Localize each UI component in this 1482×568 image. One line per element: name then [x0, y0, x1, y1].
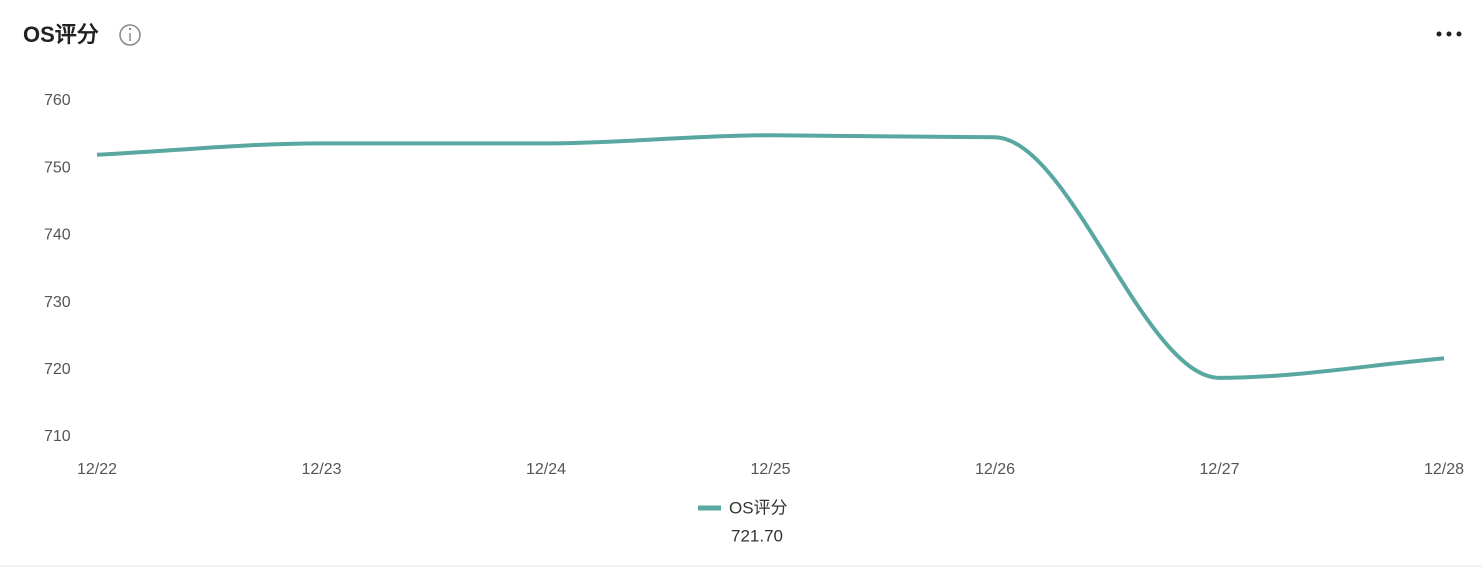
y-tick-label: 730 [44, 294, 71, 311]
y-tick-label: 750 [44, 159, 71, 176]
x-tick-label: 12/28 [1424, 461, 1464, 478]
y-tick-label: 710 [44, 428, 71, 445]
x-tick-label: 12/24 [526, 461, 566, 478]
x-tick-label: 12/26 [975, 461, 1015, 478]
legend-value: 721.70 [731, 526, 783, 545]
line [96, 133, 1445, 380]
y-tick-label: 760 [44, 92, 71, 109]
y-tick-label: 720 [44, 361, 71, 378]
y-tick-label: 740 [44, 227, 71, 244]
info-icon[interactable] [119, 24, 141, 46]
x-tick-label: 12/25 [750, 461, 790, 478]
x-tick-label: 12/23 [301, 461, 341, 478]
legend-label: OS评分 [729, 498, 788, 517]
chart-title: OS评分 [23, 22, 99, 47]
x-tick-label: 12/22 [77, 461, 117, 478]
x-tick-label: 12/27 [1199, 461, 1239, 478]
more-menu[interactable] [1436, 31, 1462, 37]
